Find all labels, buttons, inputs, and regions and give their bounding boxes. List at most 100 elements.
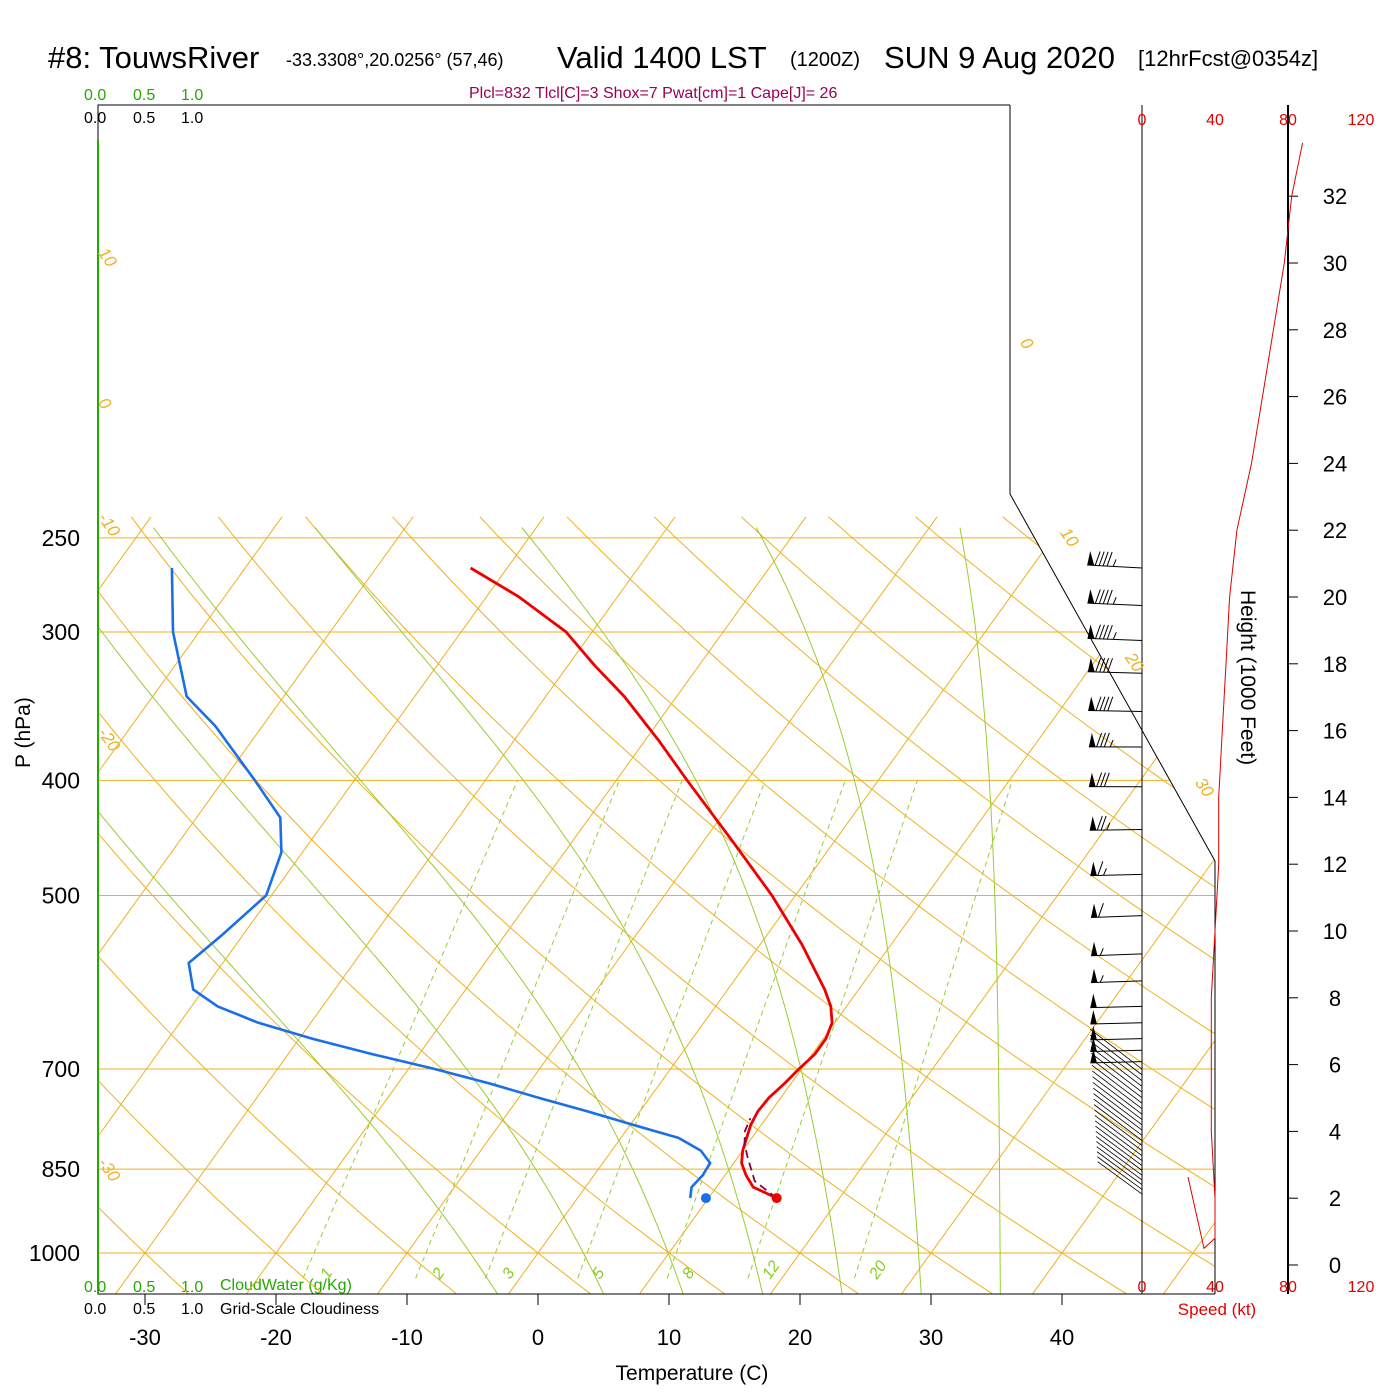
barb-staff (1095, 1136, 1143, 1171)
barb-staff (1092, 1076, 1143, 1115)
barb-staff (1096, 1146, 1143, 1181)
wind-barb (1090, 1010, 1143, 1025)
dry-adiabat-line (98, 516, 473, 1294)
temperature-tick: 0 (532, 1325, 544, 1350)
barb-staff (1089, 829, 1143, 831)
isotherm-line (98, 516, 283, 1294)
barb-flag (1103, 732, 1110, 748)
speed-tick: 80 (1279, 1279, 1297, 1296)
parcel-line (743, 1117, 778, 1199)
sounding-traces (170, 566, 834, 1204)
cloudiness-tick: 0.5 (133, 110, 155, 127)
moist-adiabat-line (755, 527, 923, 1294)
isotherm-label: 30 (1191, 774, 1218, 801)
barb-half-flag (1112, 632, 1117, 640)
speed-tick: 120 (1348, 112, 1375, 129)
speed-tick: 40 (1206, 1279, 1224, 1296)
height-tick: 10 (1323, 919, 1347, 944)
barb-staff (1090, 1061, 1143, 1064)
height-tick: 12 (1323, 852, 1347, 877)
cloudwater-tick: 0.5 (133, 1279, 155, 1296)
speed-tick: 0 (1138, 112, 1147, 129)
mixing-ratio-line (577, 780, 766, 1279)
barb-half-flag (1112, 559, 1117, 567)
barb-pennant (1091, 968, 1098, 983)
mixing-ratio-line (484, 780, 683, 1279)
wind-barb (1088, 772, 1143, 788)
isotherm-line (760, 516, 1215, 1294)
barb-staff (1093, 1104, 1143, 1141)
barb-flag (1106, 624, 1113, 640)
dry-adiabat-line (392, 516, 1215, 1294)
barb-staff (1090, 980, 1143, 984)
barb-staff (1090, 1047, 1143, 1087)
pressure-tick: 400 (42, 767, 80, 793)
wind-barb (1090, 993, 1143, 1009)
wind-barb (1090, 903, 1143, 918)
barb-flag (1098, 551, 1105, 566)
moist-adiabat-line (314, 527, 766, 1294)
wind-barb (1093, 1098, 1143, 1136)
wind-barb (1093, 1104, 1143, 1141)
barb-flag (1099, 732, 1106, 748)
wind-barb (1094, 1109, 1143, 1146)
wind-barbs (1087, 550, 1143, 1195)
dry-adiabat-line (1351, 517, 1400, 1307)
isotherm-label: 20 (1121, 648, 1148, 676)
barb-flag (1097, 861, 1104, 876)
height-tick: 26 (1323, 385, 1347, 410)
barb-flag (1100, 815, 1107, 831)
cloudwater-label: CloudWater (g/Kg) (220, 1277, 352, 1294)
isotherm-line (1153, 516, 1215, 1294)
wind-barb (1097, 1161, 1143, 1195)
dry-adiabat-line (218, 516, 1148, 1294)
cloudiness-tick: 1.0 (181, 110, 203, 127)
barb-half-flag (1103, 868, 1107, 876)
barb-flag (1103, 696, 1110, 711)
barb-staff (1095, 1125, 1143, 1161)
temperature-tick: 20 (788, 1325, 812, 1350)
dry-adiabat-line (305, 516, 1215, 1294)
barb-staff (1090, 953, 1143, 957)
barb-staff (1090, 1038, 1143, 1041)
mixing-ratio-line (666, 780, 846, 1279)
wind-barb (1089, 815, 1143, 831)
height-tick: 16 (1323, 719, 1347, 744)
pressure-tick: 700 (42, 1056, 80, 1082)
mixing-ratio-label: 12 (759, 1258, 783, 1282)
pressure-tick: 250 (42, 525, 80, 551)
plot-frame (97, 104, 1215, 1295)
cloud-scale-bottom: 0.0 0.5 1.0 CloudWater (g/Kg) 0.0 0.5 1.… (84, 1277, 379, 1318)
cloudiness-tick: 0.0 (84, 110, 106, 127)
barb-pennant (1087, 657, 1095, 672)
wind-barb (1095, 1125, 1143, 1161)
speed-tick: 40 (1206, 112, 1224, 129)
wind-barb (1094, 1115, 1143, 1151)
isotherm-line (236, 516, 807, 1294)
barb-staff (1095, 1130, 1143, 1166)
barb-pennant (1087, 624, 1095, 639)
barb-staff (1089, 1028, 1143, 1070)
cloudiness-tick: 0.5 (133, 1301, 155, 1318)
station-coords: -33.3308°,20.0256° (57,46) (286, 50, 504, 70)
barb-half-flag (1106, 822, 1111, 831)
barb-flag (1097, 903, 1104, 918)
isotherm-label: 10 (1056, 524, 1083, 551)
barb-staff (1092, 1087, 1143, 1126)
height-tick: 0 (1329, 1253, 1341, 1278)
barb-staff (1090, 915, 1143, 918)
moist-adiabat-line (152, 527, 687, 1294)
cloudwater-tick: 0.5 (133, 87, 155, 104)
cloudiness-label: Grid-Scale Cloudiness (220, 1301, 379, 1318)
mixing-ratio-label: 20 (866, 1258, 891, 1283)
temperature-tick: 40 (1050, 1325, 1074, 1350)
wind-barb (1090, 861, 1143, 877)
forecast-date: SUN 9 Aug 2020 (884, 40, 1115, 75)
wind-barb (1089, 1028, 1143, 1070)
barb-staff (1087, 602, 1143, 606)
wind-barb (1092, 1087, 1143, 1126)
barb-flag (1096, 772, 1103, 787)
moist-adiabat-line (959, 527, 1001, 1294)
barb-staff (1097, 1161, 1143, 1195)
barb-staff (1090, 873, 1143, 877)
